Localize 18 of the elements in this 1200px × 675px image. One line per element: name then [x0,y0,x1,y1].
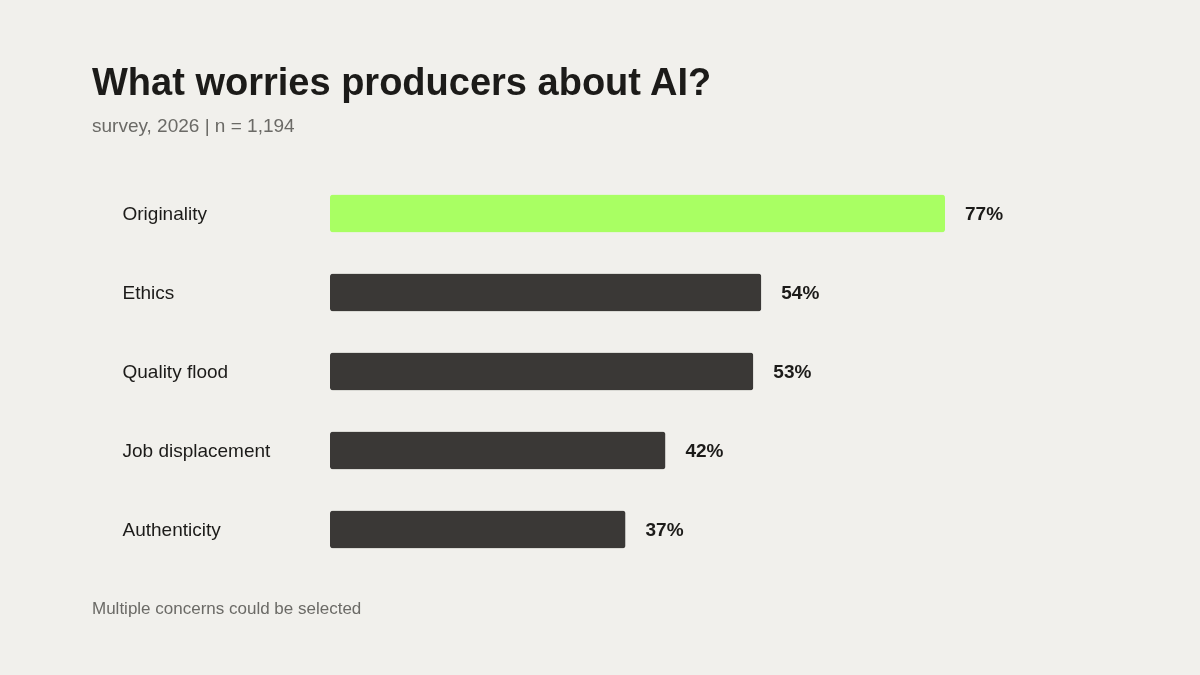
bar [330,273,762,312]
y-tick-label: Job displacement [122,439,272,461]
text: Multiple concerns could be selected [92,599,362,618]
y-tick-label: Authenticity [122,518,222,540]
bar [330,352,754,391]
data-label: 53% [773,360,812,382]
bar [330,431,666,470]
y-tick-label: Quality flood [122,360,229,382]
data-label: 42% [685,439,724,461]
chart-title: What worries producers about AI? [92,61,712,103]
y-tick-label: Ethics [122,281,175,303]
y-tick-label: Originality [122,202,208,224]
data-label: 37% [645,518,684,540]
bar [330,194,945,233]
bar [330,510,626,549]
data-label: 54% [781,281,820,303]
chart-subtitle: survey, 2026 | n = 1,194 [92,115,296,136]
data-label: 77% [965,202,1004,224]
